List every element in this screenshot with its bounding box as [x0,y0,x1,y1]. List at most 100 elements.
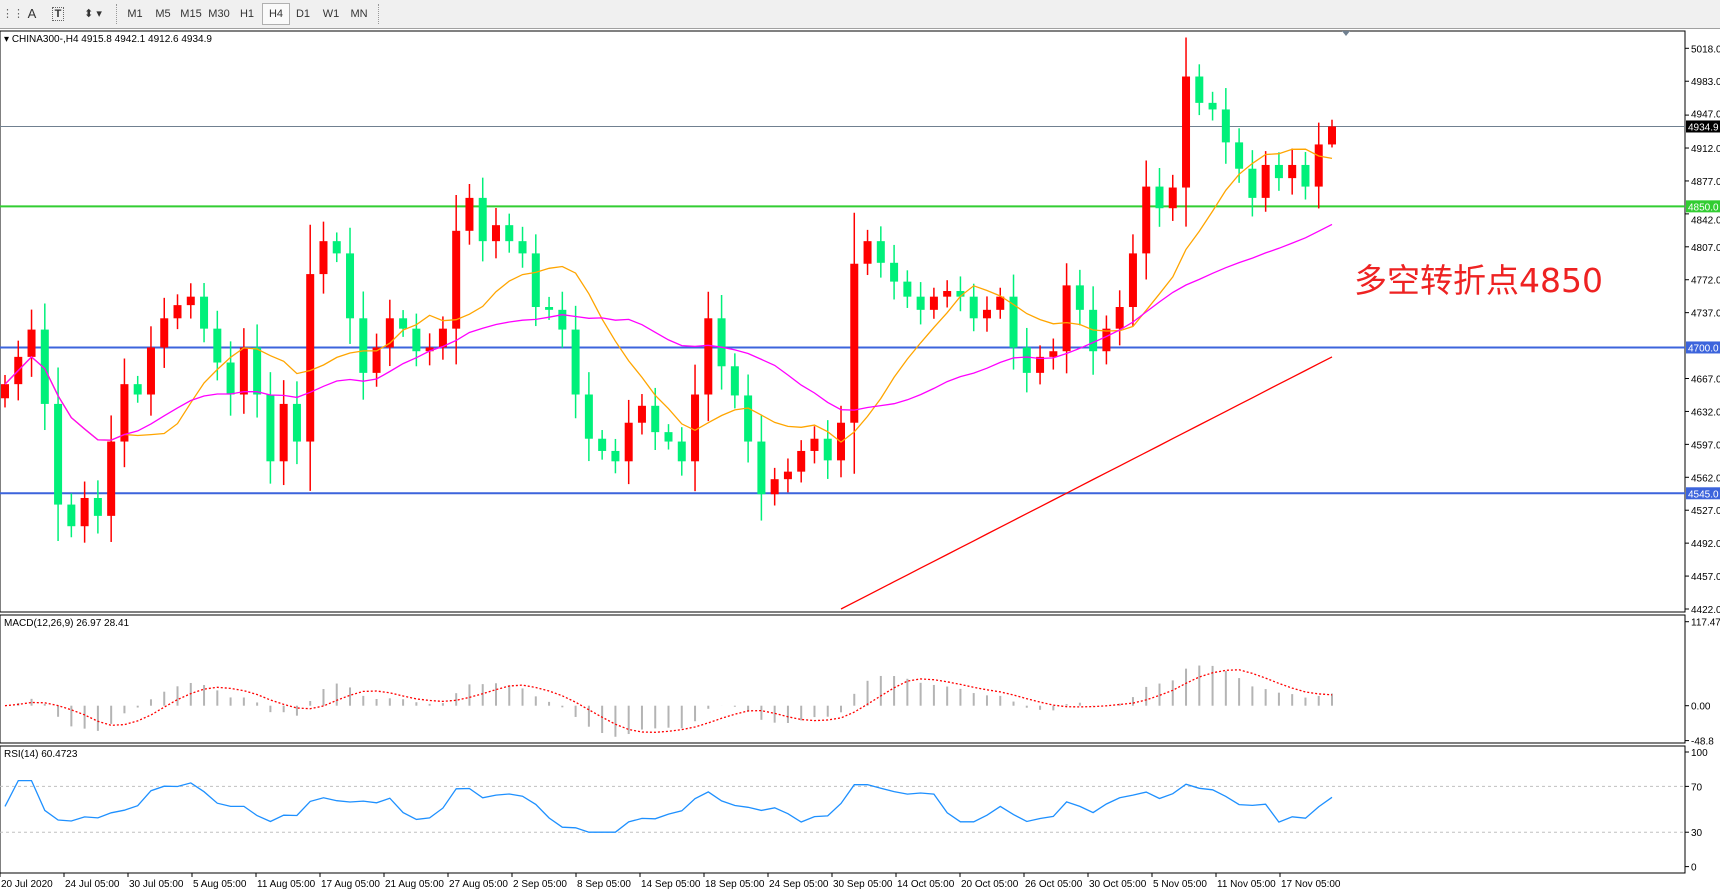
candle [239,347,248,395]
candle [903,281,912,297]
macd-pane [0,614,1686,744]
text-icon[interactable]: A [27,6,37,21]
candle [545,307,554,310]
price-label-bg [1686,487,1720,500]
candle [956,291,965,297]
date-tick-label: 2 Sep 05:00 [513,879,567,890]
macd-tick-label: -48.8 [1691,737,1714,748]
candle [704,318,713,395]
candle [253,347,262,395]
candle [797,450,806,472]
date-tick-label: 11 Nov 05:00 [1217,879,1276,890]
candle [744,395,753,442]
rsi-tick-label: 100 [1691,748,1708,759]
shift-marker-icon [1342,31,1350,36]
candle [1195,76,1204,103]
timeframe-d1[interactable]: D1 [295,8,311,20]
price-label: 4545.0 [1688,489,1719,500]
date-tick-label: 14 Oct 05:00 [897,879,955,890]
candle [107,441,116,516]
main-pane [0,30,1686,613]
timeframe-h1[interactable]: H1 [239,8,255,20]
candle [226,362,235,395]
timeframe-mn[interactable]: MN [350,8,368,20]
candle [518,241,527,254]
price-tick-label: 4807.0 [1691,243,1720,254]
candle [982,309,991,319]
candle [200,296,209,329]
candle [1208,102,1217,110]
candle [491,225,500,242]
macd-label: MACD(12,26,9) 26.97 28.41 [4,618,130,629]
timeframe-m15[interactable]: M15 [180,8,202,20]
date-tick-label: 14 Sep 05:00 [641,879,701,890]
rsi-line [4,779,1333,833]
ma-long-line [840,356,1333,610]
price-tick-label: 4562.0 [1691,473,1720,484]
price-tick-label: 4597.0 [1691,440,1720,451]
candle [160,318,169,348]
candle [359,318,368,373]
candle [691,394,700,462]
candle [40,329,49,404]
candle [823,438,832,461]
price-tick-label: 4457.0 [1691,572,1720,583]
candle [1274,164,1283,179]
candle [1235,142,1244,169]
date-tick-label: 17 Aug 05:00 [321,879,380,890]
candle [452,230,461,329]
candle [306,274,315,442]
candle [863,241,872,264]
candle [1075,285,1084,310]
date-tick-label: 21 Aug 05:00 [385,879,444,890]
candle [425,347,434,352]
date-tick-label: 30 Oct 05:00 [1089,879,1147,890]
candle [1182,76,1191,188]
macd-tick-label: 0.00 [1691,702,1711,713]
candle [1142,186,1151,254]
candle [319,241,328,275]
candle [80,497,89,527]
candle [1248,168,1257,198]
price-tick-label: 4527.0 [1691,506,1720,517]
candle [1168,187,1177,209]
text-label-icon[interactable]: T [50,4,66,24]
candle [969,296,978,319]
candle [478,197,487,242]
candle [850,263,859,423]
price-tick-label: 4772.0 [1691,276,1720,287]
candle [558,309,567,330]
candle [757,441,766,495]
candle [637,405,646,423]
candle [571,329,580,395]
candle [1022,347,1031,373]
date-tick-label: 8 Sep 05:00 [577,879,631,890]
timeframe-m5[interactable]: M5 [155,8,171,20]
symbol-info: ▾ CHINA300-,H4 4915.8 4942.1 4912.6 4934… [4,34,212,45]
candle [531,253,540,308]
date-tick-label: 11 Aug 05:00 [257,879,316,890]
timeframe-w1[interactable]: W1 [322,8,340,20]
candle [385,318,394,348]
date-tick-label: 5 Nov 05:00 [1153,879,1207,890]
timeframe-h4[interactable]: H4 [262,3,290,25]
candle [465,197,474,231]
ma-fast-line [4,148,1333,443]
price-tick-label: 4877.0 [1691,177,1720,188]
toolbar-separator [116,4,118,24]
macd-signal-line [4,669,1333,733]
candle [186,296,195,306]
toolbar: ⋮⋮ A T ⬍ ▾ M1 M5 M15 M30 H1 H4 D1 W1 MN [0,0,1720,29]
timeframe-m30[interactable]: M30 [208,8,230,20]
date-tick-label: 20 Jul 2020 [1,879,53,890]
timeframe-m1[interactable]: M1 [127,8,143,20]
price-label: 4934.9 [1688,122,1719,133]
arrows-icon[interactable]: ⬍ ▾ [84,8,102,20]
candle [505,225,514,242]
date-tick-label: 24 Jul 05:00 [65,879,120,890]
candle [1036,356,1045,373]
candle [890,262,899,282]
candle [266,394,275,462]
candle [1115,307,1124,329]
